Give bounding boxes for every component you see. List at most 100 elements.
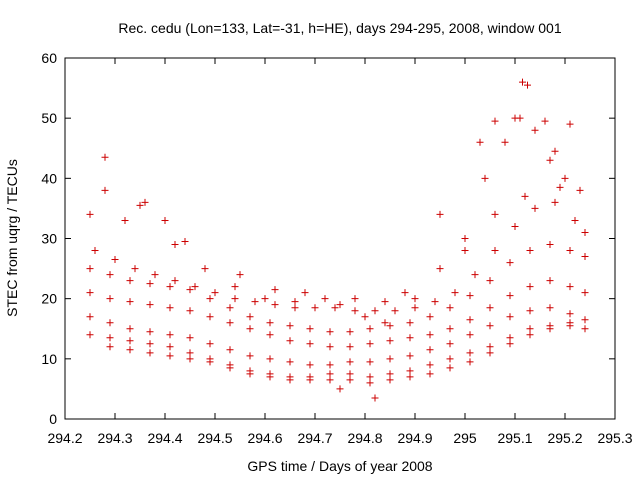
data-point	[326, 370, 334, 378]
data-point	[551, 198, 559, 206]
chart-title: Rec. cedu (Lon=133, Lat=-31, h=HE), days…	[118, 20, 561, 36]
data-point	[401, 289, 409, 297]
data-point	[531, 126, 539, 134]
data-point	[546, 277, 554, 285]
data-point	[351, 307, 359, 315]
data-point	[346, 328, 354, 336]
x-tick-label: 294.3	[97, 430, 132, 446]
data-point	[286, 337, 294, 345]
data-point	[266, 331, 274, 339]
data-point	[186, 286, 194, 294]
data-point	[211, 289, 219, 297]
x-tick-label: 295.3	[597, 430, 632, 446]
data-point	[186, 349, 194, 357]
data-point	[486, 343, 494, 351]
x-axis: 294.2 294.3 294.4 294.5 294.6 294.7 294.8 294.9…	[47, 58, 633, 446]
data-point	[146, 340, 154, 348]
data-point	[121, 216, 129, 224]
data-point	[326, 343, 334, 351]
data-point	[301, 289, 309, 297]
data-point	[206, 313, 214, 321]
data-point	[406, 334, 414, 342]
data-point	[311, 304, 319, 312]
y-tick-label: 10	[41, 351, 57, 367]
data-point	[531, 204, 539, 212]
data-point	[291, 298, 299, 306]
data-point	[506, 313, 514, 321]
data-point	[226, 364, 234, 372]
data-point	[306, 361, 314, 369]
data-point	[246, 313, 254, 321]
data-point	[306, 340, 314, 348]
data-point	[136, 201, 144, 209]
data-point	[406, 352, 414, 360]
data-point	[406, 319, 414, 327]
data-point	[436, 210, 444, 218]
y-tick-label: 50	[41, 110, 57, 126]
data-point	[326, 376, 334, 384]
data-point	[101, 153, 109, 161]
data-point	[246, 370, 254, 378]
data-point	[406, 367, 414, 375]
data-point	[266, 373, 274, 381]
data-point	[126, 325, 134, 333]
data-point	[526, 325, 534, 333]
data-point	[231, 295, 239, 303]
data-point	[226, 319, 234, 327]
data-point	[426, 370, 434, 378]
data-point	[141, 198, 149, 206]
data-point	[346, 376, 354, 384]
data-point	[431, 298, 439, 306]
data-point	[286, 322, 294, 330]
data-point	[231, 283, 239, 291]
data-point	[386, 355, 394, 363]
data-point	[271, 301, 279, 309]
data-point	[581, 325, 589, 333]
data-point	[86, 265, 94, 273]
data-point	[541, 117, 549, 125]
data-point	[206, 295, 214, 303]
data-point	[291, 304, 299, 312]
data-point	[566, 322, 574, 330]
data-point	[381, 319, 389, 327]
x-tick-label: 294.2	[47, 430, 82, 446]
data-point	[466, 292, 474, 300]
data-point	[366, 340, 374, 348]
data-point	[171, 241, 179, 249]
data-point	[266, 319, 274, 327]
data-point	[466, 316, 474, 324]
data-point	[191, 283, 199, 291]
data-point	[336, 385, 344, 393]
data-point	[526, 331, 534, 339]
data-point	[386, 376, 394, 384]
data-point	[286, 376, 294, 384]
data-point	[146, 328, 154, 336]
data-point	[131, 265, 139, 273]
data-point	[446, 340, 454, 348]
data-point	[446, 304, 454, 312]
data-point	[246, 325, 254, 333]
data-point	[501, 138, 509, 146]
data-point	[271, 286, 279, 294]
data-point	[266, 355, 274, 363]
data-point	[186, 307, 194, 315]
data-point	[166, 331, 174, 339]
data-point	[566, 310, 574, 318]
data-point	[126, 298, 134, 306]
y-tick-label: 20	[41, 291, 57, 307]
data-point	[466, 358, 474, 366]
data-point	[101, 186, 109, 194]
data-point	[361, 313, 369, 321]
x-axis-label: GPS time / Days of year 2008	[247, 458, 432, 474]
data-point	[526, 283, 534, 291]
y-tick-label: 60	[41, 50, 57, 66]
data-point	[526, 247, 534, 255]
data-point	[561, 174, 569, 182]
data-point	[146, 280, 154, 288]
data-point	[566, 247, 574, 255]
data-point	[346, 370, 354, 378]
data-point	[111, 256, 119, 264]
data-point	[576, 186, 584, 194]
data-point	[106, 295, 114, 303]
